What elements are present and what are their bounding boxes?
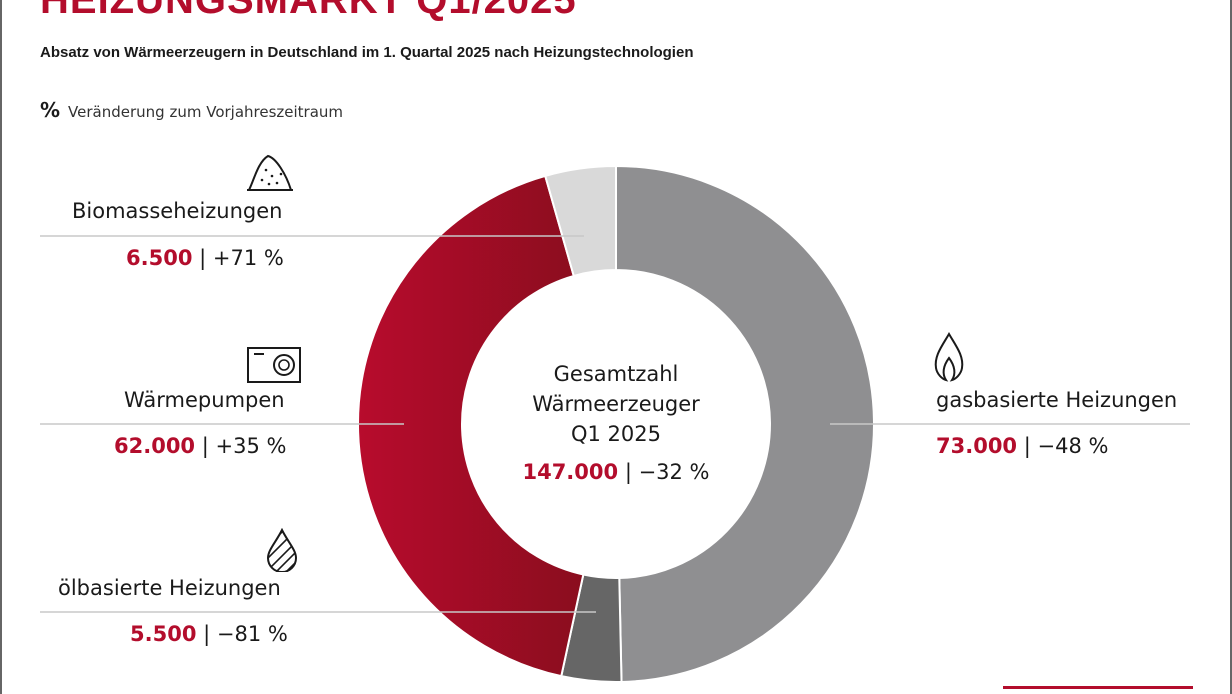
center-total-change: | −32 %	[624, 460, 710, 484]
segment-waermepumpen	[357, 174, 585, 678]
legend-note: % Veränderung zum Vorjahreszeitraum	[40, 98, 343, 122]
frame-right-border	[1230, 0, 1232, 694]
brand-bar	[1003, 686, 1193, 689]
value-gas-number: 73.000	[936, 434, 1018, 458]
value-oel-number: 5.500	[130, 622, 197, 646]
center-total-number: 147.000	[522, 460, 619, 484]
chart-title: HEIZUNGSMARKT Q1/2025	[40, 0, 577, 22]
oil-drop-icon	[266, 528, 298, 572]
frame-left-border	[0, 0, 2, 694]
center-total: 147.000 | −32 %	[466, 460, 766, 484]
value-waermepumpen-change: | +35 %	[201, 434, 287, 458]
value-biomasse-change: | +71 %	[199, 246, 284, 270]
percent-symbol: %	[40, 98, 61, 122]
value-oel-change: | −81 %	[203, 622, 288, 646]
value-oel: 5.500 | −81 %	[130, 622, 288, 646]
segment-gas	[615, 164, 875, 683]
label-gas: gasbasierte Heizungen	[936, 388, 1178, 412]
segment-biomasse	[544, 164, 617, 278]
value-gas-change: | −48 %	[1023, 434, 1109, 458]
value-biomasse: 6.500 | +71 %	[126, 246, 284, 270]
label-biomasse: Biomasseheizungen	[72, 199, 283, 223]
label-waermepumpen: Wärmepumpen	[124, 388, 285, 412]
biomass-pile-icon	[247, 154, 293, 191]
chart-subtitle: Absatz von Wärmeerzeugern in Deutschland…	[40, 44, 694, 61]
value-gas: 73.000 | −48 %	[936, 434, 1108, 458]
legend-note-text: Veränderung zum Vorjahreszeitraum	[68, 103, 344, 121]
value-waermepumpen-number: 62.000	[114, 434, 196, 458]
center-label-line2: Wärmeerzeuger	[532, 392, 700, 416]
center-label-line1: Gesamtzahl	[553, 362, 679, 386]
gas-flame-icon	[934, 332, 964, 382]
value-waermepumpen: 62.000 | +35 %	[114, 434, 286, 458]
value-biomasse-number: 6.500	[126, 246, 193, 270]
heat-pump-icon	[247, 347, 301, 383]
center-label-line3: Q1 2025	[570, 422, 661, 446]
label-oel: ölbasierte Heizungen	[58, 576, 281, 600]
